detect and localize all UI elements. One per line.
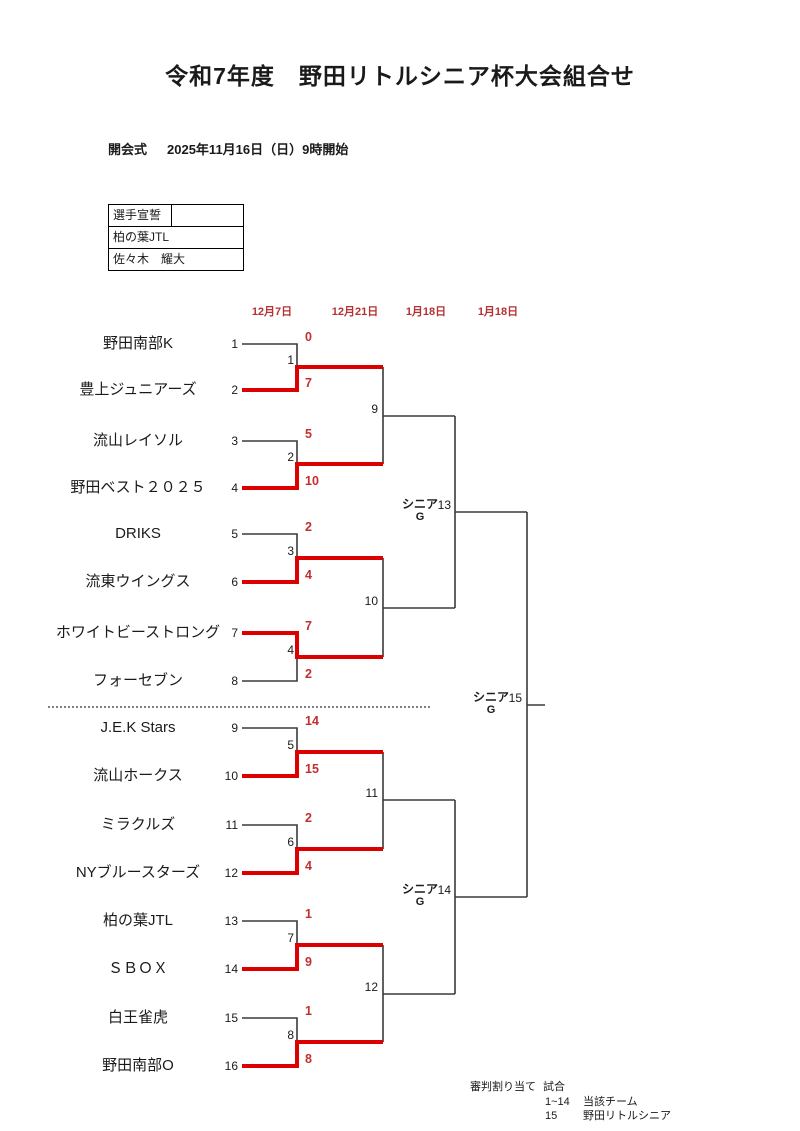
team-name-9: J.E.K Stars: [100, 719, 176, 736]
team-name-11: ミラクルズ: [100, 816, 176, 833]
game-number-7: 7: [287, 931, 294, 945]
team-name-10: 流山ホークス: [93, 767, 183, 784]
venue-label-game15: シニア G: [459, 691, 523, 717]
seed-3: 3: [231, 434, 238, 448]
winner-path-red-lines: [242, 365, 383, 1068]
venue-label-line1: シニア: [401, 882, 438, 896]
score-game1-top: 0: [305, 330, 312, 344]
seed-10: 10: [224, 769, 238, 783]
score-game4-top: 7: [305, 619, 312, 633]
seed-5: 5: [231, 527, 238, 541]
seed-1: 1: [231, 337, 238, 351]
page-title: 令和7年度 野田リトルシニア杯大会組合せ: [165, 63, 635, 89]
seed-14: 14: [224, 962, 238, 976]
score-game5-top: 14: [305, 714, 319, 728]
game-number-2: 2: [287, 450, 294, 464]
game-number-8: 8: [287, 1028, 294, 1042]
team-name-14: ＳＢＯＸ: [107, 960, 168, 977]
score-game6-top: 2: [305, 811, 312, 825]
team-name-5: DRIKS: [115, 525, 161, 542]
seed-16: 16: [224, 1059, 238, 1073]
game-number-9: 9: [371, 402, 378, 416]
game-number-6: 6: [287, 835, 294, 849]
score-game3-top: 2: [305, 520, 312, 534]
pledge-row-team: 柏の葉JTL: [109, 227, 243, 249]
game-number-4: 4: [287, 643, 294, 657]
venue-label-line2: G: [415, 511, 425, 523]
team-name-6: 流東ウイングス: [85, 573, 191, 590]
team-name-16: 野田南部O: [102, 1057, 174, 1074]
team-name-3: 流山レイソル: [92, 432, 183, 449]
score-game8-bottom: 8: [305, 1052, 312, 1066]
opening-datetime: 2025年11月16日（日）9時開始: [167, 142, 349, 157]
pledge-team: 柏の葉JTL: [113, 230, 170, 244]
referee-row1-team: 当該チーム: [583, 1096, 638, 1108]
team-name-2: 豊上ジュニアーズ: [79, 381, 197, 398]
team-name-15: 白王雀虎: [107, 1009, 168, 1026]
pledge-row-heading: 選手宣誓: [109, 205, 243, 227]
score-game7-bottom: 9: [305, 955, 312, 969]
score-game2-bottom: 10: [305, 474, 319, 488]
venue-label-line2: G: [486, 704, 496, 716]
round-date-4: 1月18日: [477, 306, 519, 318]
team-name-8: フォーセブン: [92, 672, 183, 689]
team-name-1: 野田南部K: [102, 335, 173, 352]
venue-label-game13: シニア G: [388, 498, 452, 524]
venue-label-game14: シニア G: [388, 883, 452, 909]
referee-row2-team: 野田リトルシニア: [583, 1110, 671, 1122]
round-date-2: 12月21日: [331, 306, 379, 318]
venue-label-line2: G: [415, 896, 425, 908]
game-number-1: 1: [287, 353, 294, 367]
referee-heading2: 試合: [543, 1081, 565, 1093]
seed-6: 6: [231, 575, 238, 589]
seed-7: 7: [231, 626, 238, 640]
score-game6-bottom: 4: [305, 859, 312, 873]
team-name-4: 野田ベスト２０２５: [70, 479, 206, 496]
seed-4: 4: [231, 481, 238, 495]
team-name-12: NYブルースターズ: [75, 864, 201, 881]
team-name-7: ホワイトビーストロング: [55, 624, 221, 641]
venue-label-line1: シニア: [472, 690, 509, 704]
score-game5-bottom: 15: [305, 762, 319, 776]
game-number-14: 14: [437, 883, 451, 897]
round-date-1: 12月7日: [251, 306, 293, 318]
game-number-5: 5: [287, 738, 294, 752]
score-game4-bottom: 2: [305, 667, 312, 681]
round-date-3: 1月18日: [405, 306, 447, 318]
score-game1-bottom: 7: [305, 376, 312, 390]
pledge-row-player: 佐々木 耀大: [109, 249, 243, 270]
pledge-table: 選手宣誓 柏の葉JTL 佐々木 耀大: [108, 204, 244, 271]
referee-heading: 審判割り当て: [470, 1081, 536, 1093]
opening-ceremony-line: 開会式 2025年11月16日（日）9時開始: [108, 139, 348, 158]
referee-row2-games: 15: [545, 1110, 558, 1122]
score-game3-bottom: 4: [305, 568, 312, 582]
seed-12: 12: [224, 866, 238, 880]
referee-row1-games: 1~14: [545, 1096, 570, 1108]
team-name-13: 柏の葉JTL: [102, 912, 173, 929]
seed-15: 15: [224, 1011, 238, 1025]
game-number-13: 13: [437, 498, 451, 512]
venue-label-line1: シニア: [401, 497, 438, 511]
game-number-15: 15: [508, 691, 522, 705]
opening-label: 開会式: [108, 142, 148, 157]
score-game7-top: 1: [305, 907, 312, 921]
pledge-player: 佐々木 耀大: [113, 252, 186, 266]
score-game2-top: 5: [305, 427, 312, 441]
seed-2: 2: [231, 383, 238, 397]
seed-13: 13: [224, 914, 238, 928]
game-number-10: 10: [364, 594, 378, 608]
game-number-3: 3: [287, 544, 294, 558]
seed-9: 9: [231, 721, 238, 735]
seed-11: 11: [225, 818, 238, 832]
game-number-11: 11: [365, 786, 378, 800]
seed-8: 8: [231, 674, 238, 688]
score-game8-top: 1: [305, 1004, 312, 1018]
pledge-heading: 選手宣誓: [109, 205, 172, 226]
game-number-12: 12: [364, 980, 378, 994]
